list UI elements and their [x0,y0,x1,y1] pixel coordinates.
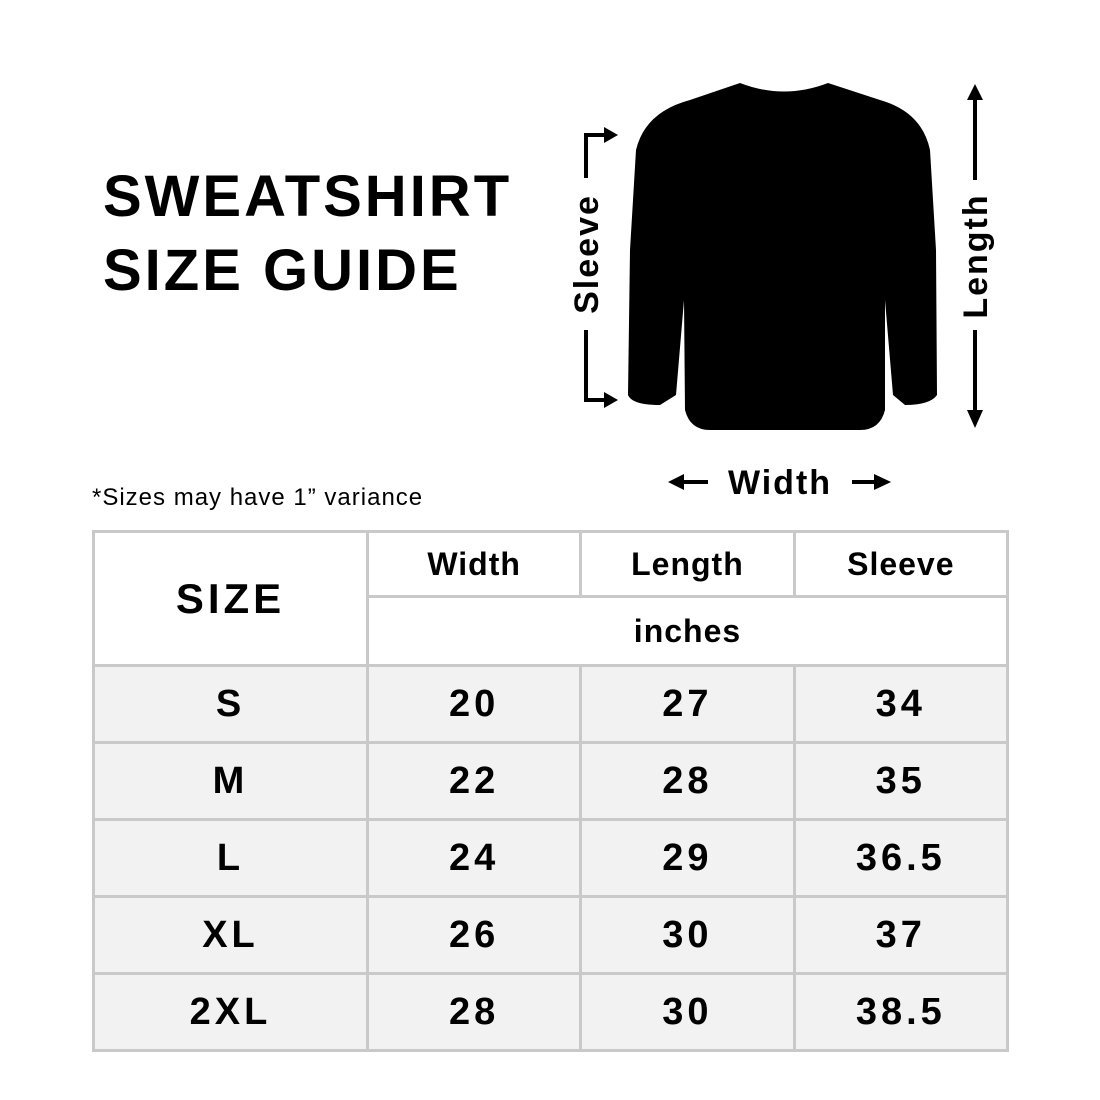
sleeve-cell: 38.5 [792,972,1010,1052]
length-cell: 30 [579,972,796,1052]
title-line-1: SWEATSHIRT [103,164,513,229]
size-cell: 2XL [92,972,369,1052]
column-header-sleeve: Sleeve [792,530,1010,598]
sweatshirt-diagram: Sleeve Length Width [568,83,995,502]
width-cell: 24 [365,818,583,898]
length-cell: 27 [579,664,796,744]
size-table: SIZE Width Length Sleeve inches S 20 27 … [92,530,1010,1052]
length-cell: 29 [579,818,796,898]
sleeve-cell: 34 [792,664,1010,744]
width-arrow-icon [668,474,891,490]
sleeve-cell: 35 [792,741,1010,821]
sleeve-cell: 36.5 [792,818,1010,898]
table-row: L 24 29 36.5 [92,818,1010,898]
header-row: SIZE Width Length Sleeve [92,530,1010,667]
table-row: XL 26 30 37 [92,895,1010,975]
length-cell: 30 [579,895,796,975]
width-label: Width [728,464,832,502]
table-row: 2XL 28 30 38.5 [92,972,1010,1052]
table-row: M 22 28 35 [92,741,1010,821]
page-title: SWEATSHIRT SIZE GUIDE [103,160,512,308]
sleeve-arrow-icon [584,127,618,408]
sweatshirt-image [628,83,937,430]
size-cell: S [92,664,369,744]
title-line-2: SIZE GUIDE [103,238,462,303]
size-cell: XL [92,895,369,975]
column-header-width: Width [365,530,583,598]
size-header: SIZE [92,530,369,667]
width-cell: 28 [365,972,583,1052]
width-cell: 22 [365,741,583,821]
sleeve-cell: 37 [792,895,1010,975]
width-cell: 20 [365,664,583,744]
column-header-length: Length [579,530,796,598]
width-cell: 26 [365,895,583,975]
unit-row: inches [94,595,1010,667]
unit-label: inches [365,595,1010,667]
sleeve-label: Sleeve [568,194,606,314]
size-cell: L [92,818,369,898]
size-cell: M [92,741,369,821]
variance-note: *Sizes may have 1” variance [92,484,424,511]
length-label: Length [957,193,995,318]
length-cell: 28 [579,741,796,821]
table-row: S 20 27 34 [92,664,1010,744]
length-arrow-icon [967,84,983,428]
